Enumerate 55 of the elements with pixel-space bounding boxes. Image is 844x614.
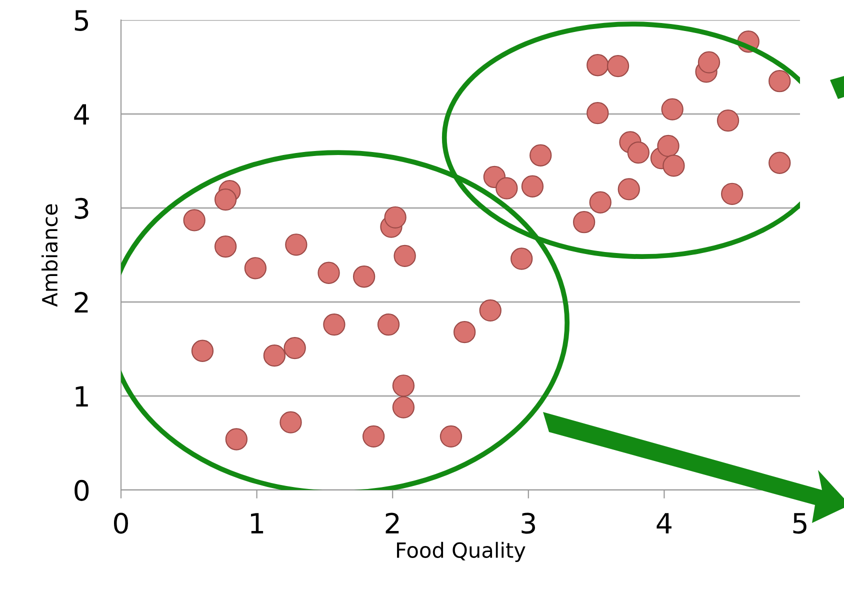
point <box>377 313 400 336</box>
point <box>285 234 308 256</box>
point <box>662 154 685 177</box>
x-tick-label: 4 <box>656 513 672 534</box>
y-tick-label: 2 <box>74 292 88 313</box>
point <box>657 134 680 158</box>
point <box>214 188 237 211</box>
y-axis-title: Ambiance <box>41 204 58 307</box>
point <box>225 428 248 450</box>
point <box>661 98 684 120</box>
point <box>589 191 612 214</box>
point <box>530 144 552 166</box>
point <box>440 425 462 448</box>
point <box>768 70 791 92</box>
x-tick-label: 1 <box>251 513 264 534</box>
point <box>362 425 385 448</box>
point <box>618 178 640 200</box>
point <box>318 262 340 284</box>
point <box>586 54 609 76</box>
point <box>384 206 406 228</box>
point <box>392 396 415 418</box>
point <box>263 344 286 367</box>
x-tick-label: 2 <box>386 512 399 534</box>
point <box>214 235 237 258</box>
x-tick-label: 5 <box>793 513 806 534</box>
point <box>352 266 376 288</box>
point <box>496 177 518 200</box>
point <box>586 102 609 124</box>
point <box>323 313 346 336</box>
x-axis-title: Food Quality <box>397 542 526 562</box>
point <box>510 248 533 270</box>
point <box>721 182 744 205</box>
point <box>698 51 720 74</box>
x-tick-label: 3 <box>522 512 536 534</box>
point <box>627 141 650 164</box>
y-tick-label: 0 <box>74 480 89 501</box>
y-tick-label: 4 <box>74 104 89 125</box>
y-tick-label: 1 <box>76 386 88 407</box>
point <box>716 109 740 132</box>
point <box>521 175 544 198</box>
point <box>394 244 416 268</box>
y-tick-label: 5 <box>74 10 88 31</box>
y-tick-label: 3 <box>74 198 88 219</box>
point <box>392 374 415 397</box>
point <box>244 257 267 280</box>
point <box>572 211 596 234</box>
point <box>284 336 306 360</box>
point <box>606 54 630 78</box>
point <box>280 411 302 434</box>
point <box>191 340 214 362</box>
x-tick-label: 0 <box>114 512 128 534</box>
point <box>183 209 206 232</box>
point <box>768 152 791 174</box>
point <box>453 320 476 344</box>
point <box>479 299 502 322</box>
